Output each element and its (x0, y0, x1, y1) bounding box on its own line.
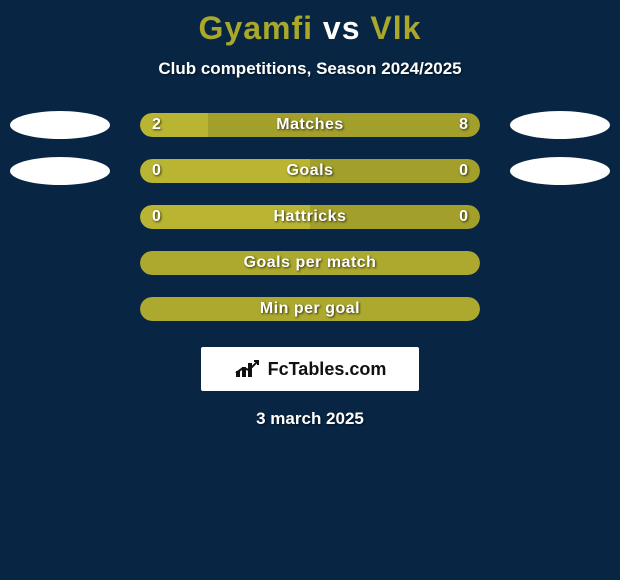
comparison-title: Gyamfi vs Vlk (0, 0, 620, 47)
stat-row: Min per goal (0, 297, 620, 343)
bar-segment-right (310, 205, 480, 229)
badge-text: FcTables.com (268, 359, 387, 380)
stat-bar (140, 297, 480, 321)
player2-name: Vlk (370, 10, 421, 46)
stat-bar (140, 205, 480, 229)
bar-segment-right (310, 159, 480, 183)
stats-container: Matches28Goals00Hattricks00Goals per mat… (0, 113, 620, 343)
player2-marker (510, 157, 610, 185)
stat-bar (140, 251, 480, 275)
subtitle: Club competitions, Season 2024/2025 (0, 59, 620, 79)
bar-segment-full (140, 251, 480, 275)
chart-icon (234, 359, 262, 379)
bar-segment-right (208, 113, 480, 137)
vs-label: vs (323, 10, 361, 46)
player1-name: Gyamfi (199, 10, 313, 46)
player1-marker (10, 157, 110, 185)
bar-segment-full (140, 297, 480, 321)
bar-segment-left (140, 159, 310, 183)
stat-row: Goals00 (0, 159, 620, 205)
stat-row: Hattricks00 (0, 205, 620, 251)
bar-segment-left (140, 113, 208, 137)
player2-marker (510, 111, 610, 139)
source-badge: FcTables.com (201, 347, 419, 391)
stat-row: Matches28 (0, 113, 620, 159)
stat-bar (140, 113, 480, 137)
stat-row: Goals per match (0, 251, 620, 297)
bar-segment-left (140, 205, 310, 229)
player1-marker (10, 111, 110, 139)
footer-date: 3 march 2025 (0, 409, 620, 429)
stat-bar (140, 159, 480, 183)
